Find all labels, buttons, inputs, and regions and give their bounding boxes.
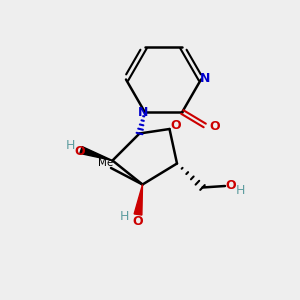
Text: O: O [225, 179, 236, 192]
Text: H: H [66, 139, 75, 152]
Text: H: H [120, 209, 129, 223]
Text: H: H [236, 184, 245, 197]
Polygon shape [134, 184, 142, 215]
Text: O: O [133, 214, 143, 228]
Text: N: N [200, 71, 210, 85]
Text: O: O [74, 145, 85, 158]
Polygon shape [80, 147, 112, 160]
Text: O: O [171, 119, 182, 132]
Text: O: O [209, 121, 220, 134]
Text: Me: Me [98, 158, 113, 169]
Text: N: N [138, 106, 148, 119]
